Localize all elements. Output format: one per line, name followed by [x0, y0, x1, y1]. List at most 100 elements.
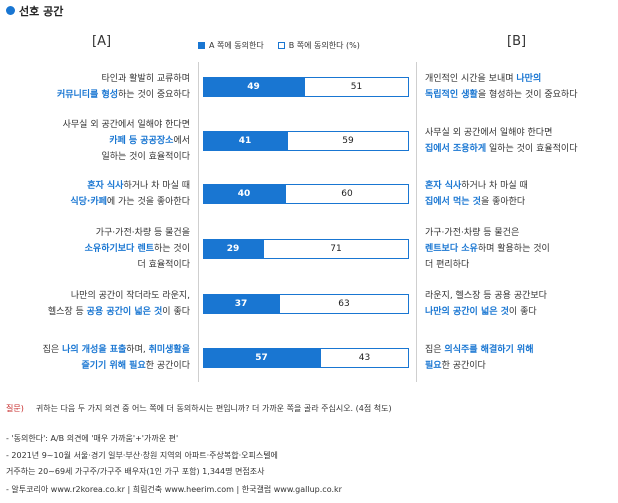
right-statement-line: 더 편리하다	[425, 257, 550, 273]
bar-b: 60	[285, 184, 409, 204]
legend: A 쪽에 동의한다 B 쪽에 동의한다 (%)	[198, 40, 360, 51]
bar-a-value-label: 41	[238, 136, 252, 146]
highlight-text: 공용 공간이 넓은 것	[86, 307, 163, 317]
highlight-text: 의식주를 해결하기 위해	[444, 345, 534, 355]
statement-text: 사무실 외 공간에서 일해야 한다면	[62, 120, 190, 130]
right-statement-line: 필요한 공간이다	[425, 358, 534, 374]
right-statement-line: 렌트보다 소유하며 활용하는 것이	[425, 241, 550, 257]
right-statement-line: 집은 의식주를 해결하기 위해	[425, 342, 534, 358]
statement-text: 한 공간이다	[441, 361, 486, 371]
statement-text: 일하는 것이 효율적이다	[486, 144, 578, 154]
highlight-text: 나만의	[516, 74, 542, 84]
bar-b: 59	[287, 131, 409, 151]
statement-text: 하거나 차 마실 때	[461, 181, 528, 191]
bar-a-value-label: 49	[247, 82, 260, 92]
highlight-text: 나의 개성을 표출	[62, 345, 127, 355]
left-statement-line: 소유하기보다 렌트하는 것이	[8, 241, 190, 257]
left-statement-line: 혼자 식사하거나 차 마실 때	[8, 178, 190, 194]
right-statement-line: 사무실 외 공간에서 일해야 한다면	[425, 125, 577, 141]
bar-b-value-label: 51	[350, 82, 363, 92]
right-statement-line: 집에서 먹는 것을 좋아한다	[425, 194, 528, 210]
left-statement-line: 즐기기 위해 필요한 공간이다	[8, 358, 191, 374]
bar-a-value-label: 40	[237, 189, 251, 199]
note-4: - 알투코리아 www.r2korea.co.kr | 희림건축 www.hee…	[6, 485, 342, 494]
highlight-text: 즐기기 위해 필요	[81, 361, 146, 371]
highlight-text: 렌트보다 소유	[425, 244, 478, 254]
statement-text: 일하는 것이 효율적이다	[101, 152, 190, 162]
bar-b-value-label: 63	[338, 299, 350, 309]
highlight-text: 혼자 식사	[425, 181, 462, 191]
statement-a: 가구·가전·차량 등 물건을 소유하기보다 렌트하는 것이 더 효율적이다	[8, 225, 190, 273]
left-statement-line: 더 효율적이다	[8, 257, 190, 273]
statement-text: 을 형성하는 것이 중요하다	[477, 90, 578, 100]
right-statement-line: 가구·가전·차량 등 물건은	[425, 225, 550, 241]
legend-label-a: A 쪽에 동의한다	[209, 41, 264, 50]
statement-text: 하며 활용하는 것이	[477, 244, 550, 254]
question: 질문) 귀하는 다음 두 가지 의견 중 어느 쪽에 더 동의하시는 편입니까? …	[6, 403, 392, 414]
bar-a-value-label: 29	[226, 244, 240, 254]
left-statement-line: 카페 등 공공장소에서	[8, 133, 190, 149]
statement-a: 타인과 활발히 교류하며 커뮤니티를 형성하는 것이 중요하다	[8, 71, 190, 103]
statement-text: 집은	[425, 345, 445, 355]
statement-b: 혼자 식사하거나 차 마실 때 집에서 먹는 것을 좋아한다	[425, 178, 528, 210]
bar-a: 37	[203, 294, 279, 314]
legend-swatch-b	[277, 42, 285, 49]
title-bullet-icon	[6, 6, 15, 15]
left-statement-line: 타인과 활발히 교류하며	[8, 71, 190, 87]
statement-text: 을 좋아한다	[480, 197, 526, 207]
right-statement-line: 혼자 식사하거나 차 마실 때	[425, 178, 528, 194]
column-label-b: [B]	[507, 34, 527, 49]
statement-text: 가구·가전·차량 등 물건을	[95, 228, 190, 238]
statement-text: 하는 것이 중요하다	[118, 90, 190, 100]
left-statement-line: 사무실 외 공간에서 일해야 한다면	[8, 117, 190, 133]
bar-a: 40	[203, 184, 285, 204]
note-3: 거주하는 20~69세 가구주/가구주 배우자(1인 가구 포함) 1,344명…	[6, 467, 265, 476]
statement-a: 나만의 공간이 작더라도 라운지, 헬스장 등 공용 공간이 넓은 것이 좋다	[8, 288, 190, 320]
right-statement-line: 개인적인 시간을 보내며 나만의	[425, 71, 578, 87]
statement-text: 하거나 차 마실 때	[123, 181, 190, 191]
highlight-text: 카페 등 공공장소	[109, 136, 174, 146]
statement-b: 집은 의식주를 해결하기 위해 필요한 공간이다	[425, 342, 534, 374]
left-statement-line: 식당·카페에 가는 것을 좋아한다	[8, 194, 190, 210]
statement-b: 개인적인 시간을 보내며 나만의 독립적인 생활을 형성하는 것이 중요하다	[425, 71, 578, 103]
legend-label-b: B 쪽에 동의한다 (%)	[288, 41, 360, 50]
statement-text: 사무실 외 공간에서 일해야 한다면	[425, 128, 553, 138]
note-1: - '동의한다': A/B 의견에 '매우 가까움'+'가까운 편'	[6, 434, 179, 443]
statement-text: 집은	[42, 345, 63, 355]
statement-text: 한 공간이다	[145, 361, 190, 371]
highlight-text: 혼자 식사	[87, 181, 124, 191]
left-statement-line: 일하는 것이 효율적이다	[8, 149, 190, 165]
bar-b-value-label: 71	[330, 244, 342, 254]
statement-text: 하며,	[126, 345, 149, 355]
statement-text: 이 좋다	[162, 307, 190, 317]
statement-b: 가구·가전·차량 등 물건은 렌트보다 소유하며 활용하는 것이 더 편리하다	[425, 225, 550, 273]
statement-text: 개인적인 시간을 보내며	[425, 74, 517, 84]
right-statement-line: 독립적인 생활을 형성하는 것이 중요하다	[425, 87, 578, 103]
bar-b: 63	[279, 294, 409, 314]
bar-a: 49	[203, 77, 304, 97]
bar-b-value-label: 60	[341, 189, 353, 199]
statement-text: 더 편리하다	[425, 260, 470, 270]
bar-b-value-label: 43	[358, 353, 371, 363]
divider-left	[198, 62, 199, 382]
statement-text: 하는 것이	[154, 244, 190, 254]
left-statement-line: 집은 나의 개성을 표출하며, 취미생활을	[8, 342, 190, 358]
bar-a-value-label: 37	[234, 299, 248, 309]
bar-a-value-label: 57	[255, 353, 268, 363]
left-statement-line: 헬스장 등 공용 공간이 넓은 것이 좋다	[8, 304, 190, 320]
highlight-text: 필요	[425, 361, 442, 371]
highlight-text: 나만의 공간이 넓은 것	[425, 307, 509, 317]
statement-a: 집은 나의 개성을 표출하며, 취미생활을 즐기기 위해 필요한 공간이다	[8, 342, 190, 374]
highlight-text: 소유하기보다 렌트	[84, 244, 155, 254]
left-statement-line: 나만의 공간이 작더라도 라운지,	[8, 288, 190, 304]
highlight-text: 집에서 먹는 것	[425, 197, 481, 207]
statement-b: 사무실 외 공간에서 일해야 한다면 집에서 조용하게 일하는 것이 효율적이다	[425, 125, 577, 157]
statement-a: 혼자 식사하거나 차 마실 때 식당·카페에 가는 것을 좋아한다	[8, 178, 190, 210]
statement-text: 타인과 활발히 교류하며	[101, 74, 190, 84]
highlight-text: 취미생활을	[148, 345, 190, 355]
bar-a: 41	[203, 131, 287, 151]
note-2: - 2021년 9~10월 서울·경기 일부·부산·창원 지역의 아파트·주상복…	[6, 451, 278, 460]
statement-text: 나만의 공간이 작더라도 라운지,	[70, 291, 190, 301]
legend-swatch-a	[198, 42, 205, 49]
bar-a: 29	[203, 239, 263, 259]
